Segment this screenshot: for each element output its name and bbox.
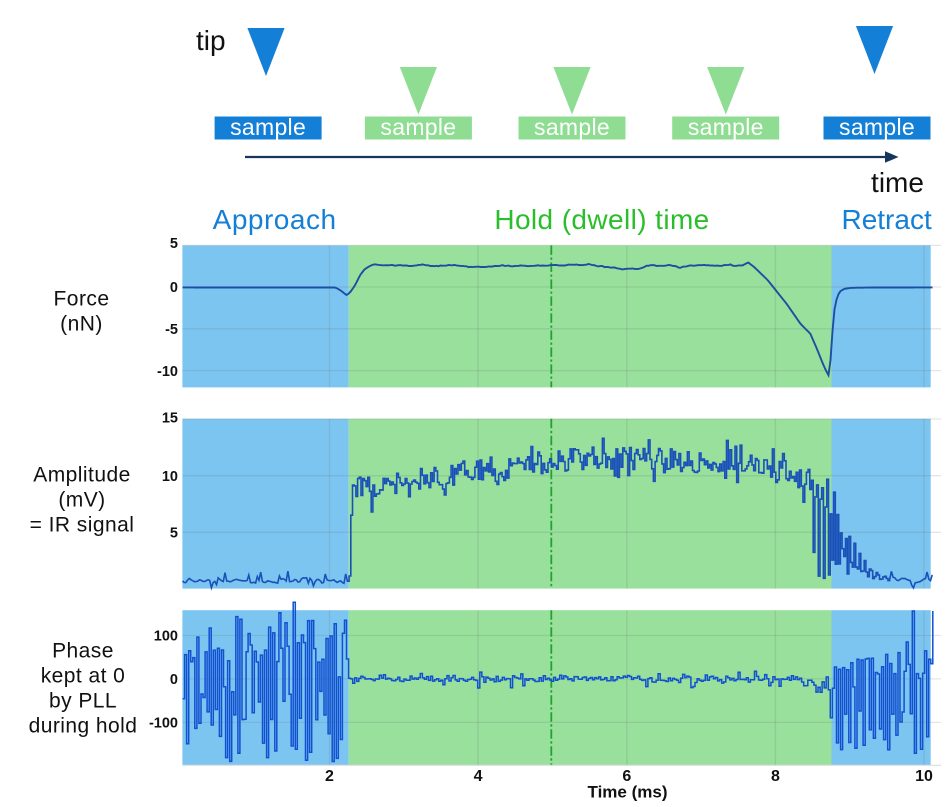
svg-text:10: 10 xyxy=(915,768,933,785)
svg-text:sample: sample xyxy=(839,114,915,140)
svg-text:sample: sample xyxy=(534,114,610,140)
svg-text:tip: tip xyxy=(196,25,226,56)
svg-text:(mV): (mV) xyxy=(58,489,105,512)
svg-text:sample: sample xyxy=(380,114,456,140)
svg-text:kept at 0: kept at 0 xyxy=(41,665,126,688)
svg-text:Force: Force xyxy=(54,287,110,310)
svg-text:Retract: Retract xyxy=(841,204,931,235)
svg-text:sample: sample xyxy=(230,114,306,140)
svg-text:(nN): (nN) xyxy=(60,312,103,335)
svg-text:Approach: Approach xyxy=(213,204,337,235)
svg-text:2: 2 xyxy=(325,768,334,785)
svg-text:10: 10 xyxy=(162,469,178,485)
svg-text:4: 4 xyxy=(474,768,483,785)
svg-text:0: 0 xyxy=(170,280,178,296)
svg-text:Phase: Phase xyxy=(52,640,114,663)
svg-text:0: 0 xyxy=(170,672,178,688)
svg-text:Amplitude: Amplitude xyxy=(33,463,130,486)
svg-text:during hold: during hold xyxy=(29,715,138,738)
svg-text:-10: -10 xyxy=(157,364,178,380)
svg-text:-5: -5 xyxy=(165,322,178,338)
svg-text:sample: sample xyxy=(688,114,764,140)
svg-text:Hold (dwell) time: Hold (dwell) time xyxy=(494,204,709,235)
svg-text:-100: -100 xyxy=(149,716,178,732)
svg-text:5: 5 xyxy=(170,526,178,542)
svg-text:100: 100 xyxy=(154,629,178,645)
svg-text:6: 6 xyxy=(622,768,631,785)
svg-text:5: 5 xyxy=(170,236,178,252)
svg-text:by PLL: by PLL xyxy=(49,690,117,713)
svg-text:8: 8 xyxy=(771,768,780,785)
svg-text:time: time xyxy=(871,167,924,198)
svg-text:Time (ms): Time (ms) xyxy=(588,783,668,802)
svg-text:= IR signal: = IR signal xyxy=(30,514,135,537)
svg-text:15: 15 xyxy=(162,411,178,427)
